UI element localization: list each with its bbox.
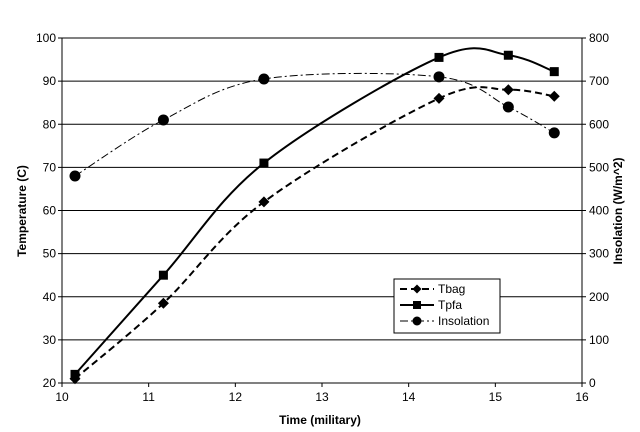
series-tpfa	[70, 47, 559, 379]
y-right-tick-label: 400	[589, 204, 609, 218]
legend: Tbag Tpfa Insolation	[393, 278, 501, 334]
legend-item-tpfa: Tpfa	[400, 298, 462, 312]
data-point-square	[70, 369, 80, 379]
y-axis-right-title: Insolation (W/m^2)	[611, 157, 625, 264]
series-line-tbag	[74, 86, 555, 380]
y-left-tick-label: 20	[43, 376, 57, 390]
data-point-circle	[412, 316, 422, 326]
y-left-tick-label: 100	[36, 31, 56, 45]
legend-label: Tpfa	[438, 298, 462, 312]
data-point-diamond	[548, 90, 560, 102]
legend-item-insolation: Insolation	[400, 314, 489, 328]
y-left-tick-label: 70	[43, 160, 57, 174]
data-point-diamond	[433, 92, 445, 104]
legend-label: Insolation	[438, 314, 489, 328]
data-point-circle	[548, 127, 560, 139]
y-right-tick-label: 600	[589, 117, 609, 131]
data-point-circle	[69, 170, 81, 182]
data-point-diamond	[502, 84, 514, 96]
x-tick-label: 16	[575, 390, 589, 404]
series-insolation	[69, 71, 560, 182]
y-left-tick-label: 40	[43, 290, 57, 304]
y-right-tick-label: 700	[589, 74, 609, 88]
y-axis-left-title: Temperature (C)	[15, 165, 29, 257]
y-right-tick-label: 500	[589, 160, 609, 174]
series-tbag	[69, 84, 560, 385]
y-left-tick-label: 30	[43, 333, 57, 347]
x-axis-title: Time (military)	[279, 413, 361, 427]
y-right-tick-label: 200	[589, 290, 609, 304]
y-left-tick-label: 60	[43, 204, 57, 218]
data-point-circle	[157, 114, 169, 126]
data-point-diamond	[157, 297, 169, 309]
y-left-tick-label: 50	[43, 247, 57, 261]
y-left-tick-label: 80	[43, 117, 57, 131]
data-point-circle	[433, 71, 445, 83]
data-point-square	[413, 301, 421, 309]
data-point-circle	[502, 101, 514, 113]
x-tick-label: 14	[402, 390, 416, 404]
y-right-tick-label: 0	[589, 376, 596, 390]
y-left-tick-label: 90	[43, 74, 57, 88]
data-point-square	[259, 158, 269, 168]
data-point-diamond	[258, 196, 270, 208]
y-right-tick-label: 300	[589, 247, 609, 261]
legend-label: Tbag	[438, 282, 465, 296]
data-point-square	[549, 67, 559, 77]
data-point-square	[434, 52, 444, 62]
data-point-square	[503, 50, 513, 60]
x-tick-label: 10	[55, 390, 69, 404]
data-point-square	[158, 270, 168, 280]
data-point-diamond	[412, 284, 422, 294]
x-tick-label: 13	[315, 390, 329, 404]
legend-item-tbag: Tbag	[400, 282, 465, 296]
x-tick-label: 15	[489, 390, 503, 404]
x-tick-label: 11	[142, 390, 155, 404]
axes: 20 30 40 50 60 70 80 90 100 0 100 200 300 400 500 600 70…	[36, 31, 609, 404]
y-right-tick-label: 100	[589, 333, 609, 347]
y-right-tick-label: 800	[589, 31, 609, 45]
x-tick-label: 12	[229, 390, 243, 404]
series-layer	[69, 47, 560, 385]
data-point-circle	[258, 73, 270, 85]
